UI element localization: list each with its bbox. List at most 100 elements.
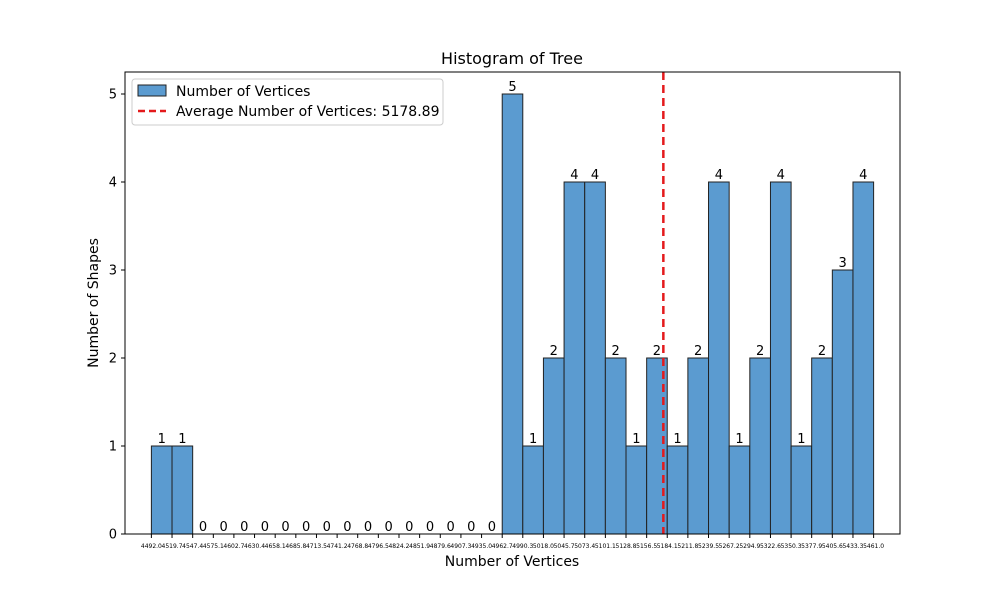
x-tick-label: 4741.2 [327, 543, 348, 550]
bar-count-label: 4 [859, 168, 867, 183]
histogram-bar [625, 445, 648, 535]
bar-count-label: 1 [632, 432, 640, 447]
histogram-bar [831, 269, 854, 535]
x-tick-label: 5128.8 [616, 543, 637, 550]
bar-count-label: 0 [446, 520, 454, 535]
histogram-bar [171, 445, 194, 535]
x-tick-label: 4768.8 [347, 543, 368, 550]
bar-count-label: 0 [261, 520, 269, 535]
histogram-bar [150, 445, 173, 535]
x-tick-label: 4519.7 [162, 543, 183, 550]
bar-count-label: 4 [591, 168, 599, 183]
x-tick-label: 4851.9 [409, 543, 430, 550]
x-tick-label: 5433.3 [842, 543, 863, 550]
legend: Number of Vertices Average Number of Ver… [131, 78, 444, 126]
bar-count-label: 0 [199, 520, 207, 535]
histogram-bar [728, 445, 751, 535]
x-tick-label: 4685.8 [285, 543, 306, 550]
x-tick-label: 4907.3 [450, 543, 471, 550]
y-tick-label: 5 [109, 88, 117, 103]
bar-count-label: 1 [529, 432, 537, 447]
histogram-bar [790, 445, 813, 535]
x-tick-label: 5350.3 [781, 543, 802, 550]
bar-count-label: 2 [756, 344, 764, 359]
bar-count-label: 2 [612, 344, 620, 359]
bar-count-label: 0 [240, 520, 248, 535]
x-tick-label: 5322.6 [760, 543, 781, 550]
bar-count-label: 3 [839, 256, 847, 271]
bar-count-label: 0 [219, 520, 227, 535]
x-tick-label: 5267.2 [719, 543, 740, 550]
bar-count-label: 0 [323, 520, 331, 535]
x-tick-label: 4547.4 [182, 543, 203, 550]
x-tick-label: 4492.0 [141, 543, 162, 550]
x-tick-label: 5184.1 [657, 543, 678, 550]
bar-count-label: 0 [385, 520, 393, 535]
y-tick-label: 1 [109, 440, 117, 455]
bar-count-label: 4 [570, 168, 578, 183]
bar-count-label: 0 [364, 520, 372, 535]
legend-label-average: Average Number of Vertices: 5178.89 [176, 104, 439, 120]
x-tick-label: 4990.3 [512, 543, 533, 550]
x-tick-label: 4824.2 [388, 543, 409, 550]
bar-count-label: 0 [467, 520, 475, 535]
y-tick-label: 4 [109, 176, 117, 191]
histogram-bar [687, 357, 710, 535]
bar-count-label: 0 [302, 520, 310, 535]
x-tick-label: 4879.6 [430, 543, 451, 550]
x-tick-label: 4935.0 [471, 543, 492, 550]
bar-count-label: 4 [715, 168, 723, 183]
y-axis-label: Number of Shapes [86, 238, 102, 368]
x-tick-label: 5045.7 [554, 543, 575, 550]
bar-count-label: 5 [508, 80, 516, 95]
x-tick-label: 5211.8 [677, 543, 698, 550]
y-tick-label: 3 [109, 264, 117, 279]
histogram-bar [604, 357, 627, 535]
x-tick-label: 5073.4 [574, 543, 595, 550]
x-tick-label: 4796.5 [368, 543, 389, 550]
histogram-bar [708, 181, 730, 535]
x-tick-label: 5156.5 [636, 543, 657, 550]
x-tick-label: 5101.1 [595, 543, 616, 550]
bar-count-label: 1 [797, 432, 805, 447]
x-tick-label: 4713.5 [306, 543, 327, 550]
x-tick-label: 5377.9 [801, 543, 822, 550]
bar-count-label: 2 [653, 344, 661, 359]
x-tick-label: 5405.6 [822, 543, 843, 550]
bar-count-label: 4 [777, 168, 785, 183]
histogram-bar [769, 181, 792, 535]
bar-count-label: 1 [735, 432, 743, 447]
x-tick-label: 4962.7 [492, 543, 513, 550]
legend-label-bars: Number of Vertices [176, 84, 310, 100]
bar-count-label: 1 [178, 432, 186, 447]
bar-count-label: 0 [405, 520, 413, 535]
x-tick-label: 5239.5 [698, 543, 719, 550]
bar-count-label: 0 [281, 520, 289, 535]
bar-count-label: 0 [426, 520, 434, 535]
histogram-bar [522, 445, 544, 535]
axes-frame [124, 71, 901, 535]
y-tick-label: 2 [109, 352, 117, 367]
x-tick-label: 5294.9 [739, 543, 760, 550]
x-tick-label: 4630.4 [244, 543, 265, 550]
histogram-bar [501, 93, 524, 535]
y-tick-label: 0 [109, 528, 117, 543]
histogram-bar [852, 181, 875, 535]
histogram-bar [584, 181, 606, 535]
bar-count-label: 1 [158, 432, 166, 447]
x-tick-label: 4658.1 [265, 543, 286, 550]
bar-count-label: 2 [818, 344, 826, 359]
x-axis-label: Number of Vertices [445, 554, 579, 570]
x-tick-label: 5018.0 [533, 543, 554, 550]
bar-count-label: 2 [550, 344, 558, 359]
bar-count-label: 0 [343, 520, 351, 535]
chart-title: Histogram of Tree [441, 49, 583, 68]
histogram-bar [749, 357, 771, 535]
x-tick-label: 4602.7 [223, 543, 244, 550]
x-tick-label: 5461.0 [863, 543, 884, 550]
x-tick-label: 4575.1 [203, 543, 224, 550]
legend-swatch-bars [137, 84, 167, 97]
histogram-bar [666, 445, 689, 535]
